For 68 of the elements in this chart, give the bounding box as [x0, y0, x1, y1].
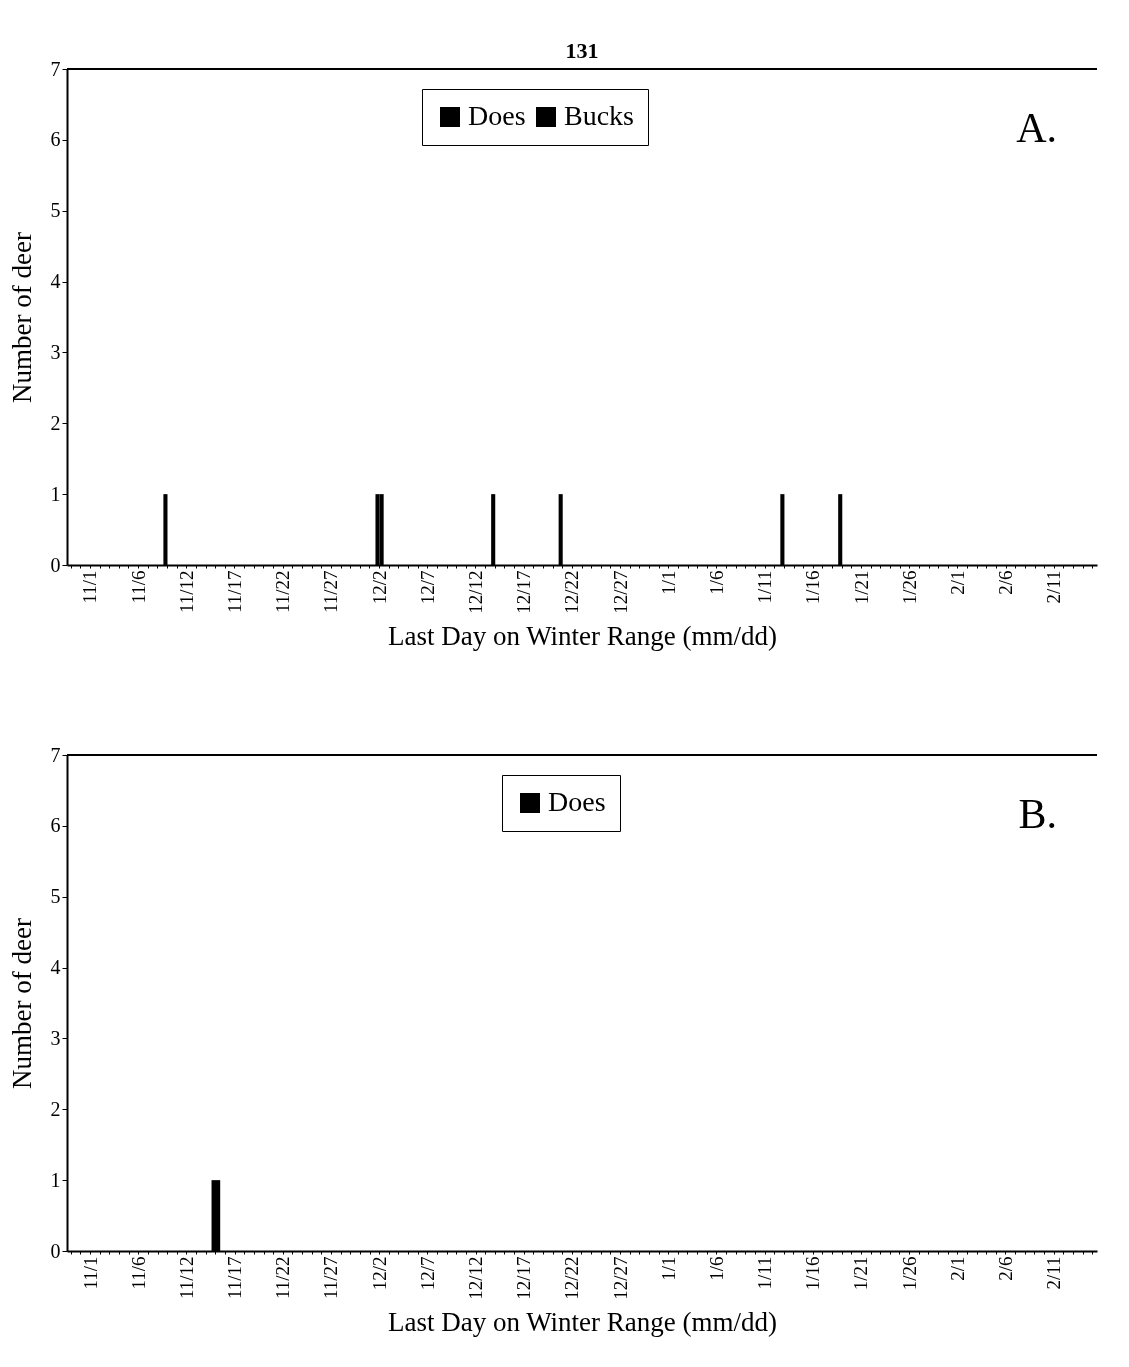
x-axis-title: Last Day on Winter Range (mm/dd): [387, 620, 778, 651]
x-tick-label: 1/26: [898, 1256, 920, 1291]
x-tick-label: 11/6: [127, 1256, 149, 1290]
x-tick-label: 1/26: [898, 570, 920, 605]
legend-label: Bucks: [564, 100, 634, 131]
x-tick-label: 1/21: [850, 570, 872, 605]
x-tick-label: 1/11: [754, 570, 776, 604]
y-tick-label: 1: [50, 482, 61, 505]
x-tick-label: 11/27: [320, 1256, 342, 1300]
y-tick-label: 6: [50, 814, 61, 837]
y-axis-title: Number of deer: [6, 232, 37, 403]
x-tick-label: 1/16: [802, 1256, 824, 1291]
x-tick-label: 12/7: [416, 1256, 438, 1291]
x-tick-label: 1/16: [802, 570, 824, 605]
y-tick-label: 3: [50, 1026, 61, 1049]
x-tick-label: 11/6: [127, 570, 149, 604]
y-tick-label: 2: [50, 411, 61, 434]
legend-label: Does: [548, 786, 606, 817]
legend-label: Does: [468, 100, 526, 131]
x-tick-label: 1/6: [705, 1256, 727, 1281]
x-tick-label: 11/17: [224, 1256, 246, 1300]
x-tick-label: 1/11: [754, 1256, 776, 1290]
x-tick-label: 11/17: [223, 570, 245, 614]
y-tick-label: 6: [50, 128, 61, 151]
y-tick-label: 5: [50, 199, 61, 222]
x-tick-label: 1/6: [705, 570, 727, 595]
annotation: B.: [1018, 791, 1057, 837]
x-axis-title: Last Day on Winter Range (mm/dd): [387, 1306, 778, 1337]
x-tick-label: 1/21: [850, 1256, 872, 1291]
x-tick-label: 11/22: [272, 570, 294, 614]
x-tick-label: 12/27: [609, 1256, 631, 1300]
y-tick-label: 4: [50, 956, 61, 979]
x-tick-label: 11/12: [175, 570, 197, 614]
annotation: A.: [1016, 105, 1057, 151]
y-tick-label: 7: [50, 57, 61, 80]
x-tick-label: 2/1: [946, 1256, 968, 1281]
x-tick-label: 12/12: [464, 570, 486, 614]
y-tick-label: 0: [50, 553, 61, 576]
x-tick-label: 1/1: [657, 1256, 679, 1281]
x-tick-label: 2/1: [946, 570, 968, 595]
x-tick-label: 12/22: [561, 1256, 583, 1300]
x-tick-label: 12/22: [561, 570, 583, 614]
y-tick-label: 7: [50, 743, 61, 766]
x-tick-label: 2/11: [1043, 570, 1065, 604]
x-tick-label: 12/12: [465, 1256, 487, 1300]
y-tick-label: 4: [50, 270, 61, 293]
y-tick-label: 1: [50, 1168, 61, 1191]
y-tick-label: 5: [50, 885, 61, 908]
x-tick-label: 2/6: [994, 1256, 1016, 1281]
x-tick-label: 11/1: [79, 1256, 101, 1290]
y-tick-label: 2: [50, 1097, 61, 1120]
x-tick-label: 1/1: [657, 570, 679, 595]
y-tick-label: 3: [50, 340, 61, 363]
x-tick-label: 11/22: [272, 1256, 294, 1300]
x-tick-label: 12/2: [368, 1256, 390, 1291]
x-tick-label: 11/12: [175, 1256, 197, 1300]
x-tick-label: 11/1: [79, 570, 101, 604]
x-tick-label: 12/7: [416, 570, 438, 605]
x-tick-label: 12/2: [368, 570, 390, 605]
x-tick-label: 12/27: [609, 570, 631, 614]
y-tick-label: 0: [50, 1239, 61, 1262]
x-tick-label: 2/11: [1043, 1256, 1065, 1290]
text: 131: [565, 38, 599, 63]
x-tick-label: 11/27: [320, 570, 342, 614]
x-tick-label: 12/17: [513, 570, 535, 614]
x-tick-label: 12/17: [513, 1256, 535, 1300]
x-tick-label: 2/6: [995, 570, 1017, 595]
y-axis-title: Number of deer: [6, 918, 37, 1089]
